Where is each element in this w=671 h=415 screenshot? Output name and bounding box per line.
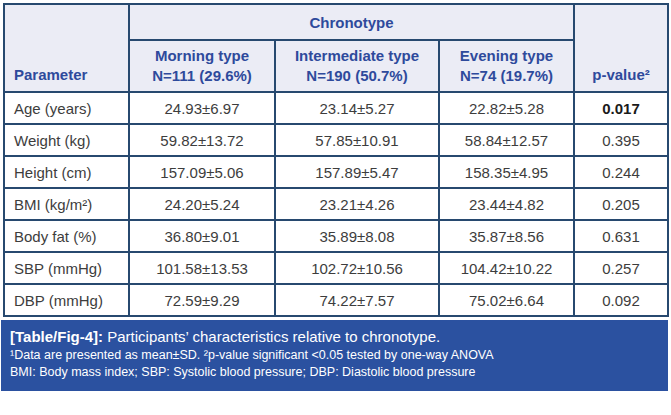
value-p: 0.017 <box>574 92 668 124</box>
value-intermediate: 23.14±5.27 <box>275 92 439 124</box>
value-p: 0.092 <box>574 284 668 316</box>
value-intermediate: 102.72±10.56 <box>275 252 439 284</box>
row-label: Weight (kg) <box>4 124 129 156</box>
table-caption: [Table/Fig-4]: Participants’ characteris… <box>10 326 658 347</box>
table-row-dbp: DBP (mmHg) 72.59±9.29 74.22±7.57 75.02±6… <box>4 284 668 316</box>
value-evening: 158.35±4.95 <box>439 156 574 188</box>
table-row-sbp: SBP (mmHg) 101.58±13.53 102.72±10.56 104… <box>4 252 668 284</box>
table-row-age: Age (years) 24.93±6.97 23.14±5.27 22.82±… <box>4 92 668 124</box>
value-morning: 24.93±6.97 <box>129 92 275 124</box>
value-morning: 157.09±5.06 <box>129 156 275 188</box>
row-label: SBP (mmHg) <box>4 252 129 284</box>
value-evening: 35.87±8.56 <box>439 220 574 252</box>
group-n: N=74 (19.7%) <box>441 66 572 86</box>
value-evening: 23.44±4.82 <box>439 188 574 220</box>
table-row-bmi: BMI (kg/m²) 24.20±5.24 23.21±4.26 23.44±… <box>4 188 668 220</box>
value-p: 0.244 <box>574 156 668 188</box>
row-label: BMI (kg/m²) <box>4 188 129 220</box>
group-name: Intermediate type <box>277 46 437 66</box>
table-row-height: Height (cm) 157.09±5.06 157.89±5.47 158.… <box>4 156 668 188</box>
value-morning: 36.80±9.01 <box>129 220 275 252</box>
group-name: Evening type <box>441 46 572 66</box>
value-intermediate: 157.89±5.47 <box>275 156 439 188</box>
participants-characteristics-table: Parameter Chronotype p-value² Morning ty… <box>3 3 669 317</box>
caption-text: Participants’ characteristics relative t… <box>103 328 440 345</box>
group-n: N=190 (50.7%) <box>277 66 437 86</box>
table-caption-block: [Table/Fig-4]: Participants’ characteris… <box>1 320 668 391</box>
group-name: Morning type <box>131 46 273 66</box>
value-morning: 72.59±9.29 <box>129 284 275 316</box>
footnote-line-2: BMI: Body mass index; SBP: Systolic bloo… <box>10 364 658 381</box>
value-intermediate: 57.85±10.91 <box>275 124 439 156</box>
value-p: 0.631 <box>574 220 668 252</box>
column-header-intermediate-type: Intermediate type N=190 (50.7%) <box>275 40 439 92</box>
row-label: Height (cm) <box>4 156 129 188</box>
value-p: 0.395 <box>574 124 668 156</box>
value-evening: 104.42±10.22 <box>439 252 574 284</box>
value-intermediate: 74.22±7.57 <box>275 284 439 316</box>
value-morning: 59.82±13.72 <box>129 124 275 156</box>
value-evening: 58.84±12.57 <box>439 124 574 156</box>
column-group-header-chronotype: Chronotype <box>129 4 574 40</box>
value-intermediate: 23.21±4.26 <box>275 188 439 220</box>
caption-label: [Table/Fig-4]: <box>10 328 103 345</box>
value-p: 0.205 <box>574 188 668 220</box>
value-p: 0.257 <box>574 252 668 284</box>
row-label: Age (years) <box>4 92 129 124</box>
row-label: DBP (mmHg) <box>4 284 129 316</box>
column-header-morning-type: Morning type N=111 (29.6%) <box>129 40 275 92</box>
column-header-evening-type: Evening type N=74 (19.7%) <box>439 40 574 92</box>
value-morning: 101.58±13.53 <box>129 252 275 284</box>
table-figure-page: Parameter Chronotype p-value² Morning ty… <box>0 0 671 415</box>
row-label: Body fat (%) <box>4 220 129 252</box>
column-header-p-value: p-value² <box>574 4 668 92</box>
table-row-weight: Weight (kg) 59.82±13.72 57.85±10.91 58.8… <box>4 124 668 156</box>
value-intermediate: 35.89±8.08 <box>275 220 439 252</box>
footnote-line-1: ¹Data are presented as mean±SD. ²p-value… <box>10 347 658 364</box>
group-n: N=111 (29.6%) <box>131 66 273 86</box>
table-row-body-fat: Body fat (%) 36.80±9.01 35.89±8.08 35.87… <box>4 220 668 252</box>
value-evening: 75.02±6.64 <box>439 284 574 316</box>
value-morning: 24.20±5.24 <box>129 188 275 220</box>
header-row-chronotype: Parameter Chronotype p-value² <box>4 4 668 40</box>
column-header-parameter: Parameter <box>4 4 129 92</box>
value-evening: 22.82±5.28 <box>439 92 574 124</box>
